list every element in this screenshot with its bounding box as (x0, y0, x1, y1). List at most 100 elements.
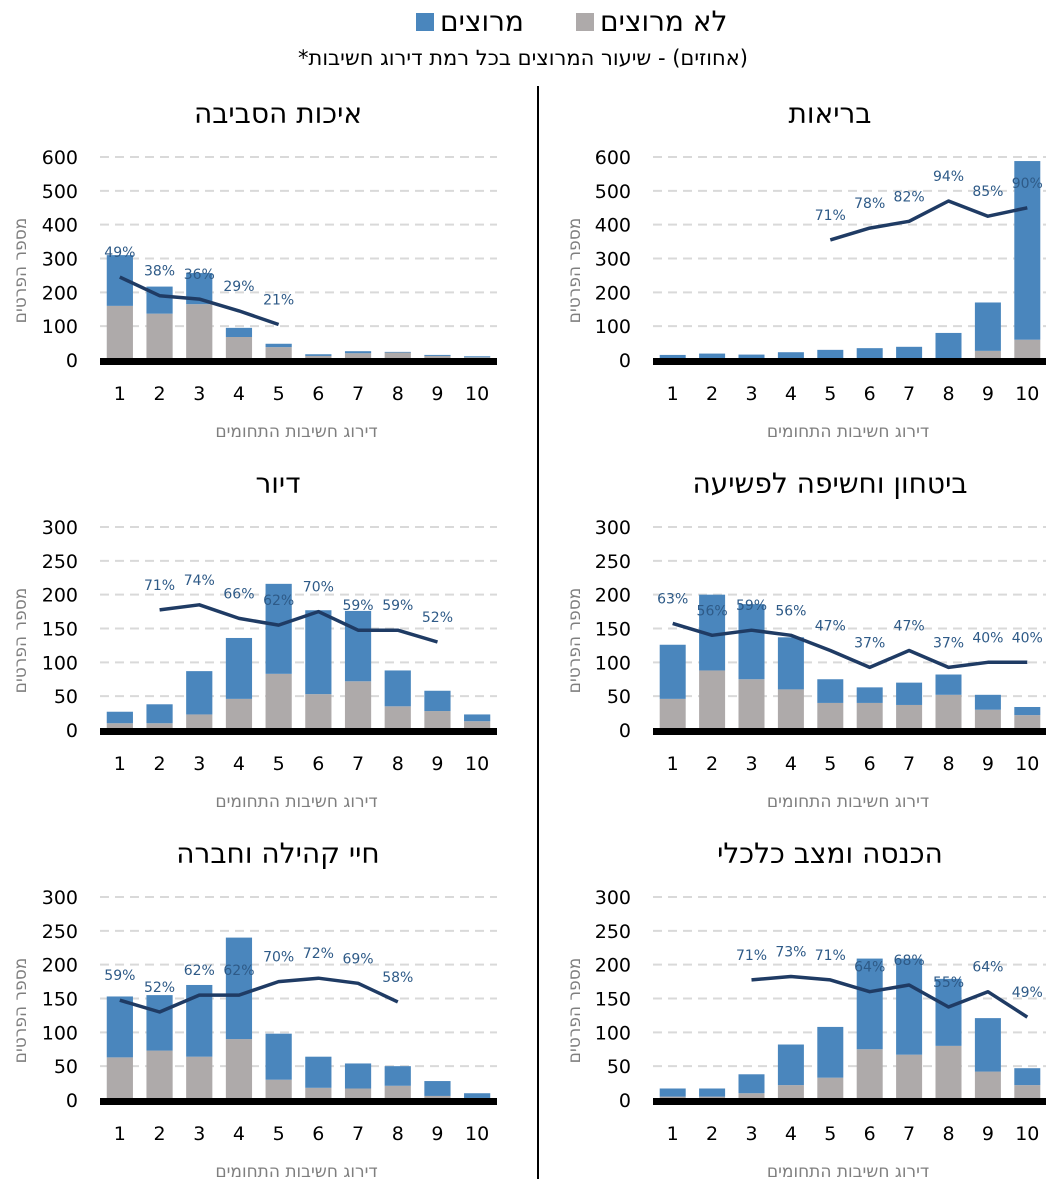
chart-6-xtick-label: 7 (903, 1123, 915, 1145)
chart-5-xtick-label: 1 (114, 1123, 126, 1145)
chart-2-ylabel: מספר הפרטים (565, 218, 585, 324)
chart-3-bar-promoted-10 (464, 714, 491, 722)
chart-3-title: דיור (256, 467, 301, 500)
chart-5-rate-label: 62% (223, 963, 254, 979)
chart-5-xtick-label: 8 (392, 1123, 404, 1145)
chart-6-ytick-label: 300 (595, 887, 631, 909)
chart-5-ytick-label: 150 (42, 989, 78, 1011)
chart-4-bar-not-promoted-7 (896, 704, 923, 730)
chart-3-xtick-label: 7 (352, 753, 364, 775)
chart-2-ytick-label: 400 (595, 215, 631, 237)
chart-6-bar-promoted-10 (1014, 1068, 1041, 1086)
chart-4-xtick-label: 10 (1015, 753, 1039, 775)
chart-1-xtick-label: 4 (233, 383, 245, 405)
chart-1-bar-not-promoted-1 (106, 305, 133, 360)
legend-item-not-promoted: לא מרוצים (576, 4, 727, 40)
chart-2-xtick-label: 7 (903, 383, 915, 405)
chart-4-ytick-label: 300 (595, 517, 631, 539)
chart-5-ytick-label: 0 (66, 1090, 78, 1112)
chart-6-rate-label: 55% (933, 975, 964, 991)
chart-2-bar-promoted-6 (856, 348, 883, 359)
chart-4-xlabel: דירוג חשיבות התחומים (767, 792, 929, 812)
chart-5-bar-promoted-10 (464, 1093, 491, 1098)
chart-2-ytick-label: 600 (595, 147, 631, 169)
chart-1-xlabel: דירוג חשיבות התחומים (215, 422, 377, 442)
chart-5-bar-promoted-4 (225, 937, 253, 1040)
chart-3-bar-promoted-3 (186, 671, 213, 715)
chart-4-rate-label: 63% (657, 591, 688, 607)
chart-6-rate-label: 49% (1012, 985, 1043, 1001)
chart-2-rate-label: 71% (815, 208, 846, 224)
chart-5-ytick-label: 300 (42, 887, 78, 909)
chart-5-xtick-label: 2 (154, 1123, 166, 1145)
chart-1-bar-not-promoted-5 (265, 347, 292, 360)
chart-4-xtick-label: 4 (785, 753, 797, 775)
chart-3-xtick-label: 4 (233, 753, 245, 775)
chart-3-bar-not-promoted-6 (305, 694, 332, 730)
chart-4-rate-label: 47% (815, 618, 846, 634)
chart-4-title: ביטחון וחשיפה לפשיעה (692, 467, 967, 500)
chart-6-ytick-label: 150 (595, 989, 631, 1011)
chart-3-rate-label: 71% (144, 578, 175, 594)
chart-1-ytick-label: 100 (42, 316, 78, 338)
chart-6-xtick-label: 9 (982, 1123, 994, 1145)
chart-1-bar-promoted-6 (305, 354, 332, 356)
chart-1-bar-promoted-5 (265, 343, 292, 348)
chart-4-rate-label: 56% (697, 603, 728, 619)
chart-2-ytick-label: 0 (619, 350, 631, 372)
chart-6-bar-not-promoted-10 (1014, 1085, 1041, 1100)
chart-5-ytick-label: 50 (54, 1056, 78, 1078)
chart-1-bar-promoted-7 (344, 351, 372, 354)
chart-6-ytick-label: 250 (595, 921, 631, 943)
chart-4-bar-promoted-1 (659, 644, 686, 699)
chart-2-bar-promoted-7 (896, 346, 923, 359)
chart-5-rate-label: 62% (184, 963, 215, 979)
chart-4-rate-label: 56% (775, 603, 806, 619)
chart-5-bar-promoted-2 (146, 995, 173, 1051)
chart-5-xtick-label: 9 (431, 1123, 443, 1145)
chart-5-bar-not-promoted-8 (384, 1085, 411, 1100)
chart-1-ylabel: מספר הפרטים (11, 218, 31, 324)
chart-3-bar-not-promoted-10 (464, 721, 491, 730)
chart-3-bar-promoted-6 (305, 610, 332, 695)
chart-5-xlabel: דירוג חשיבות התחומים (215, 1162, 377, 1179)
chart-4-ytick-label: 0 (619, 720, 631, 742)
chart-1-rate-label: 29% (223, 279, 254, 295)
chart-3-ytick-label: 0 (66, 720, 78, 742)
chart-4-bar-not-promoted-8 (935, 694, 962, 730)
chart-2-xtick-label: 6 (864, 383, 876, 405)
chart-3-xtick-label: 10 (465, 753, 489, 775)
chart-1-xtick-label: 10 (465, 383, 489, 405)
chart-3-ytick-label: 50 (54, 686, 78, 708)
chart-3-ytick-label: 250 (42, 551, 78, 573)
chart-3-bar-promoted-9 (424, 690, 451, 712)
chart-1-ytick-label: 500 (42, 181, 78, 203)
chart-2-bar-not-promoted-10 (1014, 339, 1041, 360)
chart-2-bar-promoted-4 (777, 352, 804, 359)
chart-6-bar-not-promoted-8 (935, 1045, 962, 1100)
chart-5-xtick-label: 6 (312, 1123, 324, 1145)
chart-6-rate-label: 71% (815, 948, 846, 964)
chart-1-xtick-label: 1 (114, 383, 126, 405)
chart-3-bar-not-promoted-8 (384, 706, 411, 730)
chart-2-ytick-label: 100 (595, 316, 631, 338)
chart-6-xtick-label: 4 (785, 1123, 797, 1145)
chart-4-bar-promoted-7 (896, 682, 923, 705)
chart-2-rate-label: 78% (854, 196, 885, 212)
chart-3-xlabel: דירוג חשיבות התחומים (215, 792, 377, 812)
chart-1-rate-label: 21% (263, 292, 294, 308)
chart-2-bar-promoted-2 (699, 353, 726, 359)
chart-5-bar-promoted-1 (106, 996, 133, 1058)
chart-3-ytick-label: 300 (42, 517, 78, 539)
chart-4-ytick-label: 50 (607, 686, 631, 708)
chart-3-ylabel: מספר הפרטים (11, 588, 31, 694)
chart-3-bar-not-promoted-2 (146, 723, 173, 730)
chart-4-xtick-label: 3 (745, 753, 757, 775)
chart-2-rate-label: 94% (933, 169, 964, 185)
chart-3-bar-promoted-1 (106, 711, 133, 724)
chart-6-ytick-label: 50 (607, 1056, 631, 1078)
chart-2-xtick-label: 4 (785, 383, 797, 405)
chart-5-xtick-label: 4 (233, 1123, 245, 1145)
chart-3-xtick-label: 2 (154, 753, 166, 775)
chart-1-bar-promoted-10 (464, 356, 491, 358)
